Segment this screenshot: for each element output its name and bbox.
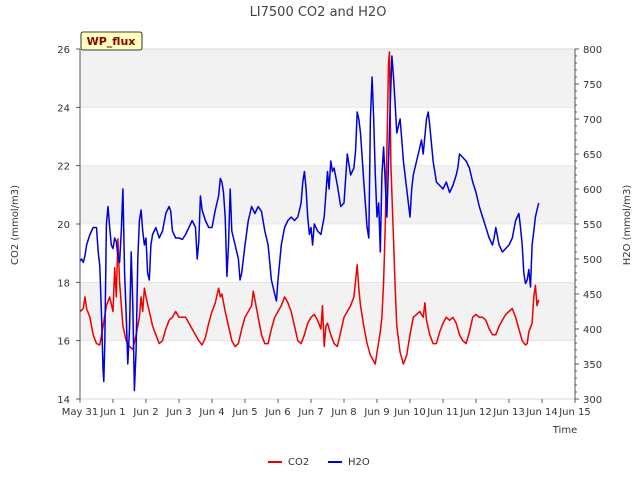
y-right-tick-label: 750 [583,80,602,91]
series-line-co2 [79,51,540,365]
band [80,224,575,283]
x-tick-label: Jun 13 [492,407,525,418]
y-right-tick-label: 500 [583,255,602,266]
x-tick-label: Jun 14 [525,407,558,418]
x-tick-label: Jun 15 [558,407,591,418]
band [80,340,575,399]
y-left-tick-label: 14 [57,395,70,406]
y-right-tick-label: 600 [583,185,602,196]
y-right-tick-label: 700 [583,115,602,126]
x-axis-label: Time [552,425,577,436]
y-right-tick-label: 450 [583,290,602,301]
band [80,282,575,341]
y-left-tick-label: 26 [57,45,70,56]
x-tick-label: Jun 9 [363,407,389,418]
y-left-tick-label: 22 [57,162,70,173]
x-tick-label: Jun 8 [330,407,356,418]
badge: WP_flux [80,31,143,51]
series-line-h2o [79,55,540,392]
y-axis-right-label: H2O (mmol/m3) [622,185,633,266]
x-tick-label: Jun 2 [132,407,158,418]
y-axis-left-label: CO2 (mmol/m3) [10,185,21,265]
y-right-tick-label: 800 [583,45,602,56]
x-tick-label: Jun 3 [165,407,191,418]
legend: CO2 H2O [268,457,370,468]
x-tick-label: Jun 6 [264,407,290,418]
x-tick-label: Jun 11 [426,407,459,418]
x-tick-label: Jun 7 [297,407,323,418]
x-tick-label: Jun 10 [393,407,426,418]
chart-title: LI7500 CO2 and H2O [250,5,387,20]
y-right-tick-label: 400 [583,325,602,336]
legend-label-h2o: H2O [348,457,370,468]
x-tick-label: May 31 [62,407,99,418]
band [80,107,575,166]
band [80,49,575,108]
x-axis: May 31 Jun 1 Jun 2 Jun 3 Jun 4 Jun 5 Jun 6 Jun … [62,399,591,418]
badge-box [80,31,143,51]
y-right-tick-label: 550 [583,220,602,231]
x-tick-label: Jun 5 [231,407,257,418]
x-tick-label: Jun 4 [198,407,224,418]
y-left-tick-label: 16 [57,337,70,348]
badge-label: WP_flux [87,35,136,48]
y-left-tick-label: 18 [57,278,70,289]
x-tick-label: Jun 12 [459,407,492,418]
y-right-tick-label: 350 [583,360,602,371]
series-lines [79,51,540,392]
y-axis-right: 300 350 400 450 500 550 600 650 700 750 800 [574,45,602,406]
legend-label-co2: CO2 [288,457,309,468]
y-left-tick-label: 20 [57,220,70,231]
y-left-tick-label: 24 [57,103,70,114]
y-axis-left: 14 16 18 20 22 24 26 [57,45,81,406]
y-right-tick-label: 300 [583,395,602,406]
y-right-tick-label: 650 [583,150,602,161]
x-tick-label: Jun 1 [99,407,125,418]
